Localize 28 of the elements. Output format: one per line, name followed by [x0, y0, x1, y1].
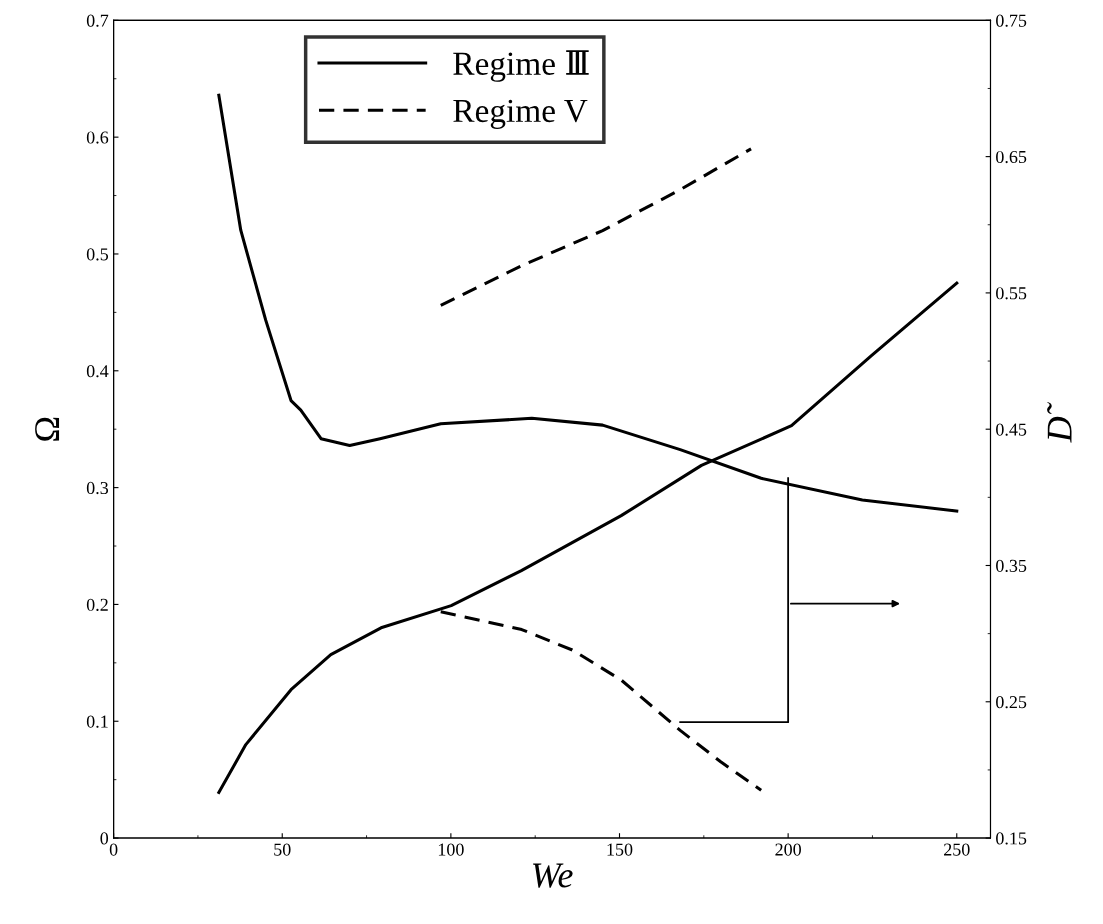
y2-tick-label: 0.55 — [996, 287, 1027, 300]
y-axis-title: Ω — [35, 417, 60, 441]
y-tick-label: 0.3 — [86, 481, 109, 495]
y2-tick-label: 0.75 — [996, 14, 1027, 27]
y2-tick-label: 0.25 — [996, 696, 1027, 709]
x-tick-label: 0 — [109, 843, 118, 856]
y-tick-label: 0.7 — [86, 14, 109, 27]
x-tick-label: 50 — [274, 843, 291, 856]
y2-tick-label: 0.15 — [996, 832, 1027, 845]
x-tick-label: 150 — [607, 843, 633, 856]
x-tick-label: 200 — [775, 843, 801, 856]
line-series — [439, 147, 753, 307]
y2-tick-label: 0.35 — [996, 559, 1027, 573]
y-tick-label: 0 — [100, 832, 109, 845]
legend-label: Regime Ⅲ — [453, 50, 589, 82]
y2-tick-label: 0.45 — [996, 423, 1027, 436]
y2-tick-label: 0.65 — [996, 150, 1027, 164]
y-tick-label: 0.2 — [86, 598, 108, 611]
y-tick-label: 0.1 — [86, 715, 108, 728]
y-tick-label: 0.5 — [86, 248, 109, 261]
y-tick-label: 0.4 — [86, 365, 109, 378]
y2-axis-title: D̃ — [1047, 401, 1072, 443]
y-tick-label: 0.6 — [86, 131, 109, 144]
line-series — [439, 610, 763, 792]
x-tick-label: 250 — [944, 843, 970, 856]
x-axis-title: We — [533, 863, 573, 888]
legend-label: Regime V — [453, 99, 588, 130]
x-tick-label: 100 — [438, 843, 464, 856]
